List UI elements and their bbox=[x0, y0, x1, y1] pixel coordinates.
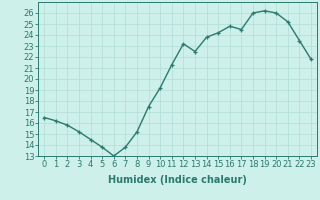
X-axis label: Humidex (Indice chaleur): Humidex (Indice chaleur) bbox=[108, 175, 247, 185]
